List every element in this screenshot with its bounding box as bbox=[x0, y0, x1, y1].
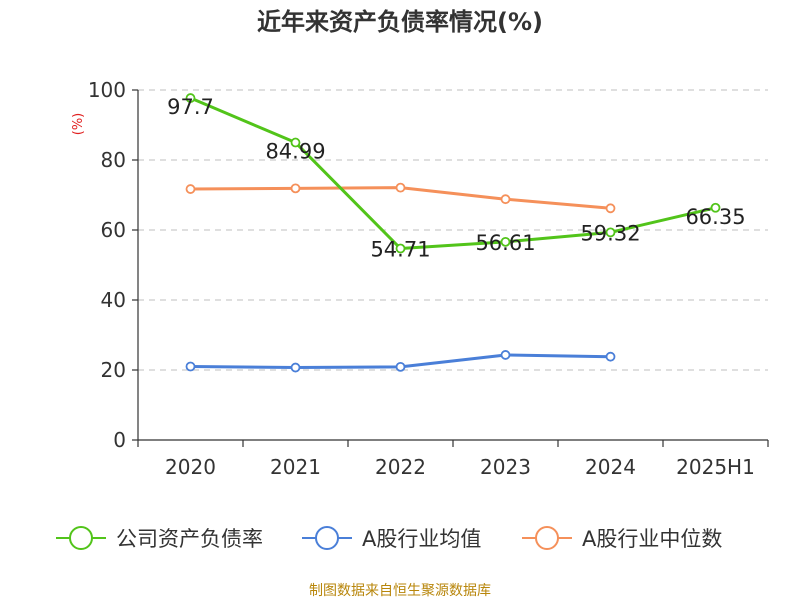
y-tick-label-100: 100 bbox=[88, 78, 126, 102]
x-tick-label-2024: 2024 bbox=[585, 455, 636, 479]
series-1-point-2022 bbox=[395, 361, 406, 372]
legend: 公司资产负债率 A股行业均值 A股行业中位数 bbox=[56, 526, 722, 551]
y-tick-label-60: 60 bbox=[101, 218, 126, 242]
series-group bbox=[185, 93, 721, 373]
legend-label-2: A股行业中位数 bbox=[582, 527, 722, 551]
series-0 bbox=[185, 93, 721, 254]
series-0-point-2025H1 bbox=[710, 202, 721, 213]
y-axis-unit: (%) bbox=[71, 113, 86, 136]
series-2-point-2024 bbox=[605, 203, 616, 214]
series-1-point-2021 bbox=[290, 362, 301, 373]
series-0-point-2023 bbox=[500, 236, 511, 247]
y-tick-label-40: 40 bbox=[101, 288, 126, 312]
data-label-2024: 59.32 bbox=[580, 221, 640, 245]
x-tick-label-2020: 2020 bbox=[165, 455, 216, 479]
series-2 bbox=[185, 182, 616, 214]
series-1-point-2024 bbox=[605, 351, 616, 362]
series-0-point-2024 bbox=[605, 227, 616, 238]
data-labels: 97.7 84.99 54.71 56.61 59.32 66.35 bbox=[167, 95, 745, 261]
legend-marker-0 bbox=[69, 526, 93, 550]
y-tick-label-0: 0 bbox=[113, 428, 126, 452]
chart-title: 近年来资产负债率情况(%) bbox=[257, 8, 543, 36]
x-tick-label-2025H1: 2025H1 bbox=[676, 455, 755, 479]
series-2-point-2020 bbox=[185, 184, 196, 194]
series-0-point-2022 bbox=[395, 243, 406, 254]
source-note: 制图数据来自恒生聚源数据库 bbox=[309, 583, 491, 599]
series-1-point-2020 bbox=[185, 361, 196, 372]
series-2-point-2021 bbox=[290, 183, 301, 194]
series-2-point-2023 bbox=[500, 194, 511, 205]
series-1 bbox=[185, 350, 616, 373]
y-tick-label-80: 80 bbox=[101, 148, 126, 172]
legend-item-2: A股行业中位数 bbox=[522, 526, 722, 551]
legend-label-0: 公司资产负债率 bbox=[116, 527, 263, 551]
x-tick-label-2022: 2022 bbox=[375, 455, 426, 479]
gridlines bbox=[138, 89, 768, 371]
series-0-point-2020 bbox=[185, 93, 196, 103]
data-label-2022: 54.71 bbox=[370, 238, 430, 262]
data-label-2023: 56.61 bbox=[475, 231, 535, 255]
series-0-point-2021 bbox=[290, 137, 301, 148]
series-1-point-2023 bbox=[500, 350, 511, 360]
y-tick-label-20: 20 bbox=[101, 358, 126, 382]
data-label-2020: 97.7 bbox=[167, 95, 214, 119]
series-line-0 bbox=[189, 96, 716, 251]
series-2-point-2022 bbox=[395, 182, 406, 193]
legend-marker-2 bbox=[535, 526, 559, 550]
data-label-2021: 84.99 bbox=[265, 140, 325, 164]
x-tick-label-2023: 2023 bbox=[480, 455, 531, 479]
data-label-2025H1: 66.35 bbox=[685, 205, 745, 229]
legend-marker-1 bbox=[315, 526, 339, 550]
x-tick-label-2021: 2021 bbox=[270, 455, 321, 479]
legend-label-1: A股行业均值 bbox=[362, 527, 481, 551]
legend-item-1: A股行业均值 bbox=[302, 526, 481, 551]
legend-item-0: 公司资产负债率 bbox=[56, 526, 263, 551]
axes: 0 20 40 60 80 100 2020 2021 2022 2023 2024 2025H1 bbox=[88, 78, 769, 479]
